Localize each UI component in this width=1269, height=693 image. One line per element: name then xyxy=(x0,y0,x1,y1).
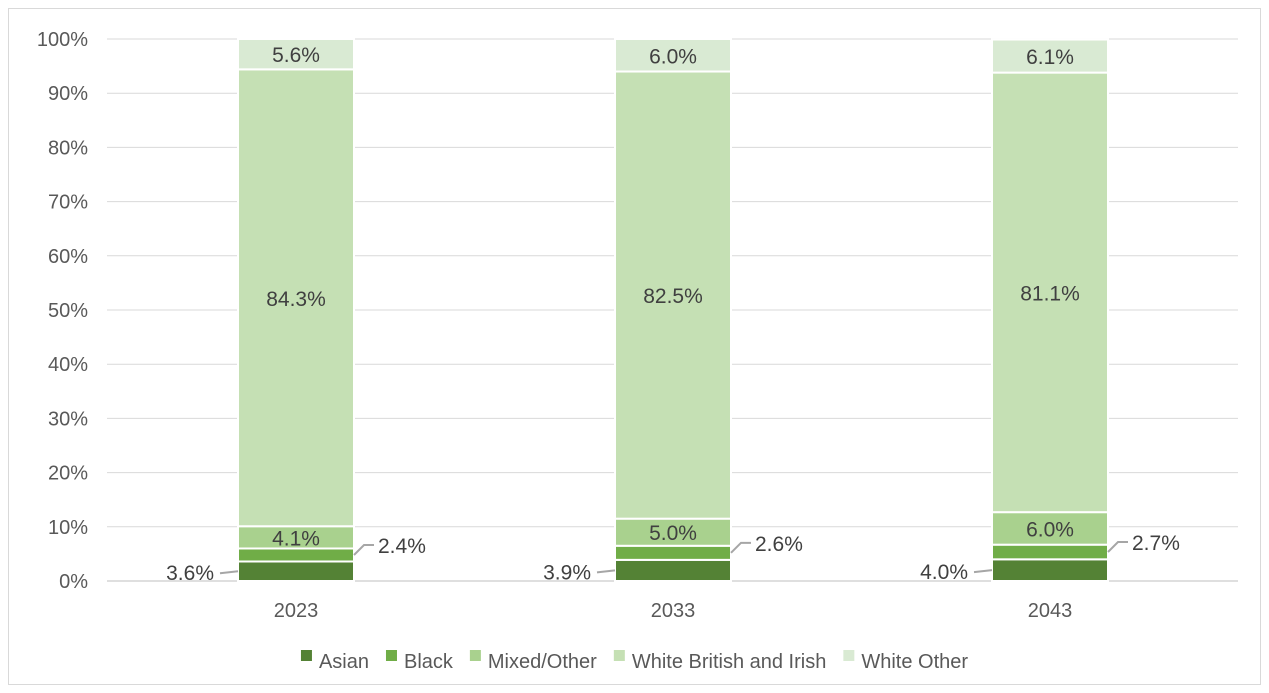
y-tick-label: 0% xyxy=(59,571,88,593)
legend-swatch xyxy=(613,650,625,661)
legend-swatch xyxy=(385,650,397,661)
y-tick-label: 30% xyxy=(48,408,88,430)
y-tick-label: 70% xyxy=(48,192,88,214)
data-label: 84.3% xyxy=(266,288,326,311)
data-label: 5.0% xyxy=(649,522,697,545)
bar-segment xyxy=(991,558,1109,583)
legend-swatch xyxy=(300,650,312,661)
bar-segment xyxy=(237,560,355,582)
bar-segment xyxy=(614,517,732,547)
leader-line xyxy=(1107,541,1128,553)
bar-segment xyxy=(614,544,732,561)
bar-segment xyxy=(614,38,732,73)
legend-swatch xyxy=(843,650,855,661)
bar-segment xyxy=(614,70,732,520)
legend-label: Asian xyxy=(319,651,369,673)
data-label: 2.4% xyxy=(378,535,426,558)
bar-segment xyxy=(614,558,732,582)
leader-line xyxy=(353,543,374,556)
data-label: 81.1% xyxy=(1020,282,1080,305)
data-label: 3.6% xyxy=(166,562,214,585)
y-tick-label: 50% xyxy=(48,300,88,322)
y-tick-label: 90% xyxy=(48,83,88,105)
leader-line xyxy=(596,569,616,574)
bar-segment xyxy=(237,38,355,71)
bar-segment xyxy=(991,543,1109,561)
y-tick-label: 100% xyxy=(37,29,88,51)
x-tick-label: 2023 xyxy=(274,600,319,622)
data-label: 2.7% xyxy=(1132,532,1180,555)
data-label: 4.1% xyxy=(272,527,320,550)
x-tick-label: 2033 xyxy=(651,600,696,622)
legend-swatch xyxy=(469,650,481,661)
leader-line xyxy=(219,570,239,575)
leader-line xyxy=(730,541,751,554)
data-label: 5.6% xyxy=(272,44,320,67)
data-label: 2.6% xyxy=(755,533,803,556)
data-label: 6.1% xyxy=(1026,46,1074,69)
y-tick-label: 40% xyxy=(48,354,88,376)
leader-line xyxy=(973,569,993,574)
bar-segment xyxy=(991,71,1109,514)
legend-label: Black xyxy=(404,651,454,673)
bar-segment xyxy=(237,547,355,563)
data-label: 82.5% xyxy=(643,285,703,308)
y-tick-label: 80% xyxy=(48,137,88,159)
legend-label: Mixed/Other xyxy=(488,651,597,673)
legend-label: White British and Irish xyxy=(632,651,827,673)
data-label: 6.0% xyxy=(649,45,697,68)
bar-segment xyxy=(991,511,1109,546)
y-tick-label: 10% xyxy=(48,517,88,539)
bar-segment xyxy=(237,68,355,528)
bar-segment xyxy=(991,38,1109,74)
y-tick-label: 20% xyxy=(48,463,88,485)
data-label: 6.0% xyxy=(1026,518,1074,541)
legend-label: White Other xyxy=(861,651,968,673)
y-tick-label: 60% xyxy=(48,246,88,268)
data-label: 3.9% xyxy=(543,561,591,584)
x-tick-label: 2043 xyxy=(1028,600,1073,622)
data-label: 4.0% xyxy=(920,561,968,584)
